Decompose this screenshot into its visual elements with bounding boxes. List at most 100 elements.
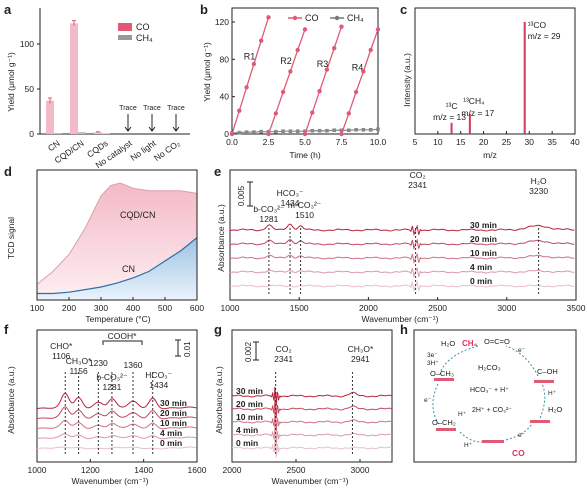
arrow-5	[539, 383, 546, 419]
panel-c: c Intensity (a.u.) m/z 5 10 15 20 25 30 35 40 ¹…	[400, 2, 580, 160]
h-o-ch3: O–CH₃	[430, 369, 454, 378]
panel-a-trace-arrowhead	[148, 126, 156, 132]
bar-co	[94, 132, 102, 134]
peak-value: 1230	[89, 358, 108, 368]
ms-peak-sublabel: m/z = 29	[528, 31, 561, 41]
panel-a-trace-arrowhead	[172, 126, 180, 132]
panel-b-xtick-label: 7.5	[336, 137, 348, 147]
peak-value: 2341	[274, 354, 293, 364]
co-point	[339, 24, 344, 29]
panel-f-xtick-label: 1400	[134, 465, 153, 475]
panel-c-xtick-label: 10	[433, 137, 443, 147]
co-point	[375, 27, 381, 32]
panel-g-letter: g	[214, 322, 222, 337]
panel-b-legend-ch4: CH₄	[347, 13, 364, 23]
co-point	[302, 131, 308, 137]
co-line	[267, 29, 306, 135]
panel-c-xtick-label: 15	[456, 137, 466, 147]
ch4-point	[244, 130, 249, 134]
legend-ch4-swatch	[118, 35, 132, 40]
surface-1	[434, 378, 454, 381]
panel-e-frame	[229, 169, 577, 301]
peak-value: 1281	[102, 382, 121, 392]
panel-g-time-label: 20 min	[236, 399, 263, 409]
co-point	[302, 27, 308, 32]
panel-a-trace-arrowhead	[124, 126, 132, 132]
h-e3: e⁻	[424, 397, 432, 404]
co-point	[266, 15, 271, 20]
ch4-point	[237, 130, 242, 135]
panel-c-xtick-label: 30	[525, 137, 535, 147]
arrow-1	[439, 345, 479, 377]
ms-peak-label: ¹³CH₄	[463, 96, 485, 106]
spectrum-line	[36, 406, 197, 420]
spectrum-line	[231, 425, 393, 445]
panel-d-xtick-label: 600	[190, 303, 204, 313]
co-point	[237, 108, 242, 113]
arrow-6	[505, 345, 539, 377]
peak-value: 2341	[408, 180, 427, 190]
spectrum-line	[231, 438, 393, 458]
legend-co-marker	[292, 15, 298, 21]
ch4-point	[310, 128, 315, 133]
ms-peak-label: ¹³C	[446, 101, 458, 111]
panel-c-xtick-label: 25	[502, 137, 512, 147]
legend-ch4-marker	[334, 15, 340, 21]
panel-g-xtick-label: 2500	[287, 465, 306, 475]
panel-a-trace-label: Trace	[119, 105, 137, 112]
ch4-point	[295, 129, 300, 133]
panel-a-category: CN	[46, 138, 62, 153]
spectrum-line	[36, 419, 197, 430]
peak-label: CO₂	[276, 344, 292, 354]
co-point	[259, 38, 264, 43]
spectrum-line	[36, 433, 197, 440]
panel-c-ylabel: Intensity (a.u.)	[402, 53, 412, 107]
h-e1: e⁻	[518, 347, 526, 354]
co-point	[229, 131, 235, 137]
h-h2co3: H₂CO₃	[478, 363, 501, 372]
panel-c-xlabel: m/z	[483, 150, 497, 160]
bar-co	[70, 23, 78, 134]
co-point	[353, 89, 359, 95]
surface-2	[436, 428, 456, 431]
h-3h: 3H⁺	[427, 360, 439, 367]
ch4-point	[368, 128, 373, 132]
panel-b-ylabel: Yield (μmol g⁻¹)	[202, 42, 212, 102]
co-point	[288, 69, 293, 74]
panel-e-time-label: 10 min	[470, 248, 497, 258]
panel-d-series-cqdcn: CQD/CN	[120, 210, 156, 220]
panel-c-xtick-label: 5	[413, 137, 418, 147]
surface-5	[530, 420, 550, 423]
ms-peak-label: ¹³CO	[528, 20, 547, 30]
co-point	[273, 111, 278, 116]
co-point	[368, 47, 373, 53]
panel-g-time-label: 0 min	[236, 438, 258, 448]
panel-d-series-cn: CN	[122, 264, 135, 274]
spectrum-line	[231, 386, 393, 406]
spectrum-line	[229, 266, 575, 279]
panel-g-xlabel: Wavenumber (cm⁻¹)	[272, 476, 349, 486]
panel-b-ytick-label: 80	[220, 54, 230, 64]
panel-g-time-label: 10 min	[236, 412, 263, 422]
h-ch4: CH₄	[462, 339, 478, 348]
peak-label: CH₃O*	[348, 344, 374, 354]
ch4-point	[317, 128, 322, 133]
cn-line	[37, 237, 198, 295]
panel-a-trace-label: Trace	[143, 105, 161, 112]
spectrum-line	[36, 446, 197, 450]
panel-f-cooh-bracket	[102, 340, 143, 345]
peak-value: 1106	[52, 351, 71, 361]
panel-b-xtick-label: 2.5	[263, 137, 275, 147]
co-point	[266, 131, 271, 137]
panel-d-ylabel: TCD signal	[6, 217, 16, 259]
peak-value: 1156	[69, 366, 88, 376]
panel-f-xtick-label: 1000	[28, 465, 47, 475]
h-3e: 3e⁻	[427, 352, 438, 359]
panel-g: g Absorbance (a.u.) Wavenumber (cm⁻¹) 20…	[214, 322, 393, 486]
spectrum-line	[231, 412, 393, 432]
bar-co	[46, 100, 54, 134]
panel-e-xtick-label: 3000	[497, 303, 516, 313]
panel-h-letter: h	[400, 322, 408, 337]
panel-a-trace-label: Trace	[167, 105, 185, 112]
h-cooh: C–OH	[537, 367, 558, 376]
